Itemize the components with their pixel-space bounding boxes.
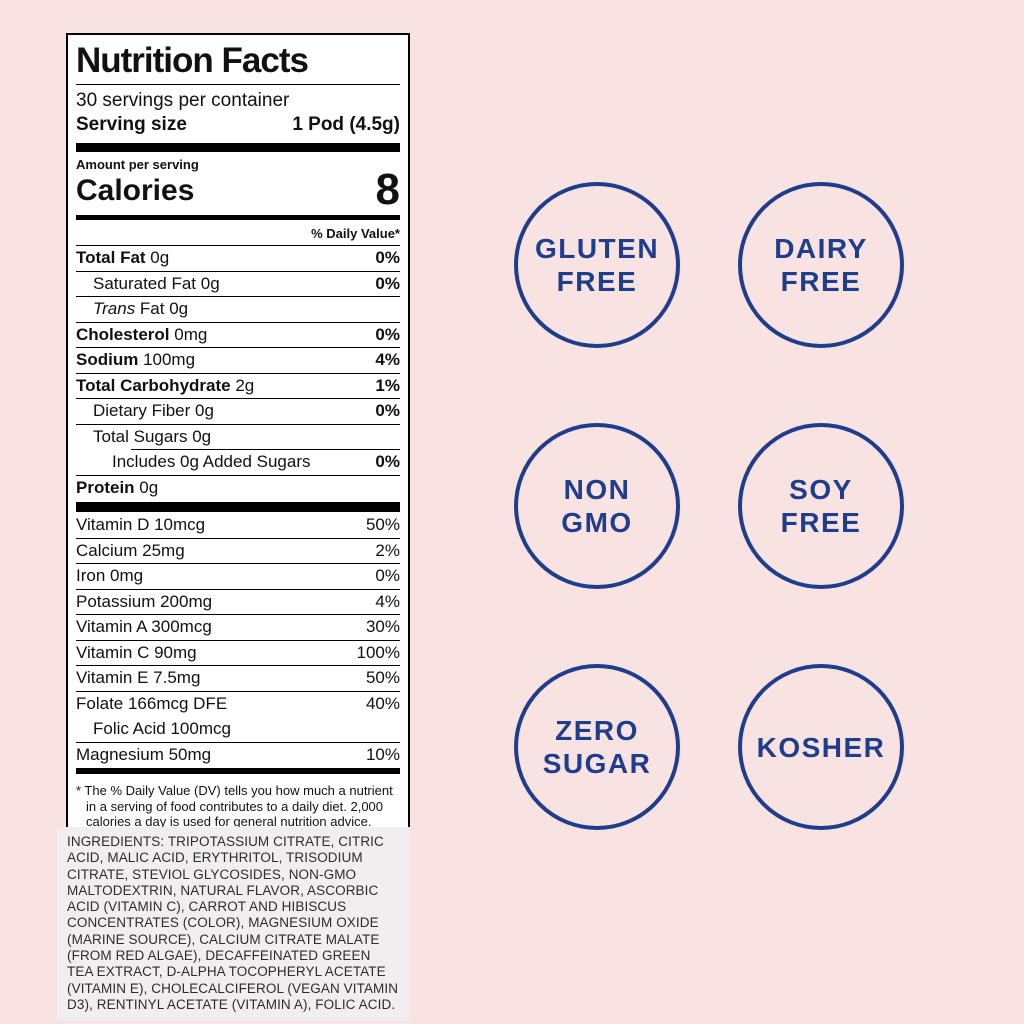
nutrient-row: Dietary Fiber 0g 0% (76, 398, 400, 424)
daily-value-percent: 0% (375, 248, 400, 267)
nutrient-name: Vitamin A 300mcg (76, 617, 212, 636)
badge-label: DAIRY (774, 233, 868, 264)
medium-divider-bar (76, 768, 400, 774)
nutrient-name: Dietary Fiber 0g (93, 401, 214, 420)
nutrient-row: Trans Fat 0g (76, 296, 400, 322)
calories-row: Calories 8 (76, 165, 400, 214)
badge-label: GLUTEN (534, 233, 660, 264)
nutrient-name: Total Sugars 0g (93, 426, 212, 446)
nutrient-name: Folate 166mcg DFE (76, 693, 228, 713)
nutrition-facts-title: Nutrition Facts (76, 40, 400, 85)
nutrient-row: Protein 0g (76, 474, 400, 501)
amount-per-serving-label: Amount per serving (76, 157, 199, 172)
nutrient-name: Potassium 200mg (76, 591, 213, 611)
nutrient-row: Potassium 200mg 4% (76, 588, 400, 615)
nutrient-name: Saturated Fat 0g (93, 273, 220, 293)
medium-divider-bar (76, 215, 400, 220)
nutrient-name: Total Fat 0g (76, 248, 170, 267)
nutrient-row: Vitamin A 300mcg 30% (76, 614, 400, 640)
nutrient-name: Sodium 100mg (76, 350, 196, 369)
serving-size-label: Serving size (76, 114, 187, 135)
badge-label: KOSHER (756, 731, 886, 763)
badge-label: FREE (556, 266, 638, 297)
badge-gluten-free: GLUTEN FREE (514, 182, 680, 348)
nutrient-name: Vitamin E 7.5mg (76, 668, 201, 687)
nutrient-name: Total Carbohydrate 2g (76, 375, 255, 395)
ingredients-panel: INGREDIENTS: TRIPOTASSIUM CITRATE, CITRI… (57, 827, 410, 1022)
daily-value-percent: 100% (356, 642, 400, 662)
daily-value-percent: 0% (375, 324, 400, 344)
nutrient-row: Sodium 100mg 4% (76, 347, 400, 373)
nutrient-row: Total Fat 0g 0% (76, 245, 400, 271)
nutrient-name: Cholesterol 0mg (76, 324, 208, 344)
badge-zero-sugar: ZERO SUGAR (514, 664, 680, 830)
badge-label: SUGAR (542, 748, 652, 779)
badge-soy-free: SOY FREE (738, 423, 904, 589)
daily-value-percent: 4% (375, 591, 400, 611)
nutrient-name: Vitamin D 10mcg (76, 515, 206, 534)
badge-kosher: KOSHER (738, 664, 904, 830)
daily-value-percent: 10% (365, 744, 400, 764)
nutrient-name: Iron 0mg (76, 566, 144, 585)
nutrient-row: Total Carbohydrate 2g 1% (76, 372, 400, 399)
badge-label: FREE (780, 266, 862, 297)
daily-value-footnote: * The % Daily Value (DV) tells you how m… (76, 783, 393, 829)
daily-value-percent: 0% (375, 452, 400, 471)
daily-value-percent: 0% (375, 273, 400, 293)
badge-label: GMO (561, 507, 633, 538)
nutrient-name: Vitamin C 90mg (76, 642, 197, 662)
nutrient-name: Protein 0g (76, 477, 159, 497)
servings-per-container: 30 servings per container (76, 90, 290, 111)
badge-non-gmo: NON GMO (514, 423, 680, 589)
daily-value-percent: 50% (365, 515, 400, 534)
vitamin-rows-section: Vitamin D 10mcg 50% Calcium 25mg 2% Iron 0mg… (76, 512, 400, 767)
calories-label: Calories (76, 174, 195, 207)
thick-divider-bar (76, 143, 400, 152)
nutrient-row: Includes 0g Added Sugars 0% (76, 449, 400, 475)
nutrient-row: Total Sugars 0g (76, 423, 400, 450)
badge-label: FREE (780, 507, 862, 538)
nutrient-name: Calcium 25mg (76, 540, 185, 560)
nutrient-row: Folic Acid 100mcg (76, 716, 400, 742)
daily-value-percent: 30% (365, 617, 400, 636)
nutrient-row: Folate 166mcg DFE 40% (76, 690, 400, 717)
nutrient-row: Vitamin C 90mg 100% (76, 639, 400, 666)
nutrient-row: Magnesium 50mg 10% (76, 741, 400, 768)
nutrient-name: Trans Fat 0g (93, 299, 189, 318)
daily-value-percent: 0% (375, 566, 400, 585)
nutrient-name: Folic Acid 100mcg (93, 719, 231, 738)
thick-divider-bar (76, 502, 400, 512)
serving-size-row: Serving size 1 Pod (4.5g) (76, 113, 400, 137)
daily-value-header: % Daily Value* (311, 226, 400, 241)
serving-size-value: 1 Pod (4.5g) (292, 114, 400, 135)
daily-value-percent: 2% (375, 540, 400, 560)
badge-label: SOY (789, 474, 853, 505)
daily-value-percent: 50% (365, 668, 400, 687)
badge-dairy-free: DAIRY FREE (738, 182, 904, 348)
nutrient-row: Saturated Fat 0g 0% (76, 270, 400, 297)
badge-label: NON (563, 474, 631, 505)
nutrient-row: Cholesterol 0mg 0% (76, 321, 400, 348)
nutrient-name: Includes 0g Added Sugars (112, 452, 311, 471)
daily-value-percent: 4% (375, 350, 400, 369)
nutrient-row: Calcium 25mg 2% (76, 537, 400, 564)
daily-value-percent: 0% (375, 401, 400, 420)
daily-value-percent: 40% (365, 693, 400, 713)
calories-value: 8 (375, 165, 400, 214)
daily-value-percent: 1% (375, 375, 400, 395)
nutrition-facts-label: Nutrition Facts 30 servings per containe… (66, 33, 410, 842)
nutrient-row: Vitamin E 7.5mg 50% (76, 665, 400, 691)
nutrient-name: Magnesium 50mg (76, 744, 212, 764)
nutrient-row: Vitamin D 10mcg 50% (76, 512, 400, 538)
nutrient-row: Iron 0mg 0% (76, 563, 400, 589)
nutrient-rows-section: Total Fat 0g 0% Saturated Fat 0g 0% Trans Fa… (76, 245, 400, 500)
badge-label: ZERO (555, 715, 639, 746)
badge-grid: GLUTEN FREE DAIRY FREE NON GMO SOY FREE ZERO SUGA… (514, 182, 904, 830)
